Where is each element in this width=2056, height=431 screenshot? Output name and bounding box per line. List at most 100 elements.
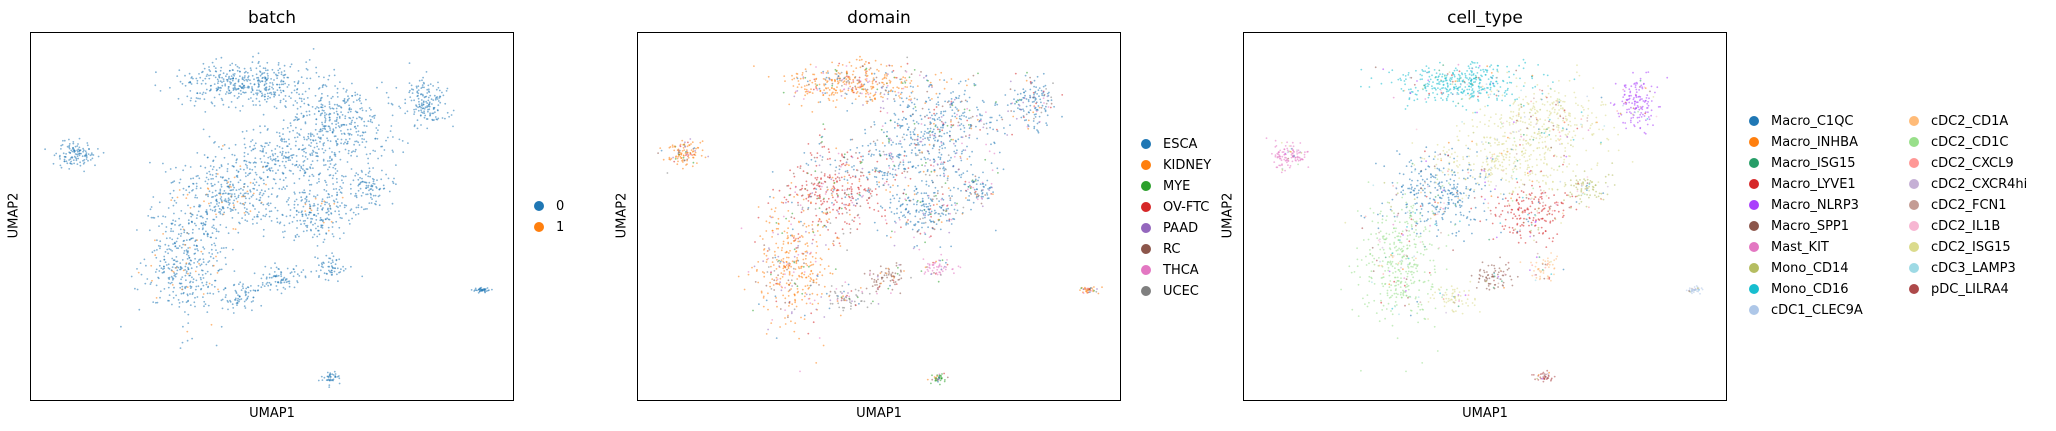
scatter-point (265, 208, 267, 210)
scatter-point (173, 180, 176, 183)
scatter-point (336, 201, 339, 204)
scatter-point (342, 87, 345, 90)
scatter-point (924, 115, 926, 118)
scatter-point (261, 80, 264, 83)
scatter-point (373, 117, 376, 119)
scatter-point (173, 241, 176, 244)
scatter-point (282, 127, 285, 130)
scatter-point (342, 265, 344, 268)
scatter-point (911, 90, 914, 93)
scatter-point (953, 112, 956, 115)
scatter-point (254, 290, 257, 292)
scatter-point (243, 151, 246, 154)
scatter-point (227, 232, 230, 235)
scatter-point (325, 232, 328, 235)
scatter-point (155, 297, 158, 299)
scatter-point (274, 148, 277, 150)
scatter-point (1030, 82, 1032, 85)
scatter-point (871, 100, 874, 102)
scatter-point (237, 297, 240, 300)
scatter-point (313, 233, 316, 236)
scatter-point (923, 124, 926, 126)
scatter-point (300, 165, 303, 168)
scatter-point (292, 129, 294, 132)
scatter-point (375, 127, 378, 129)
scatter-point (901, 146, 903, 148)
scatter-point (332, 255, 335, 258)
scatter-point (357, 134, 359, 136)
scatter-point (264, 76, 266, 78)
scatter-point (215, 216, 218, 218)
scatter-point (301, 149, 303, 151)
scatter-point (924, 130, 926, 133)
scatter-point (355, 194, 358, 197)
scatter-point (326, 208, 329, 211)
scatter-point (901, 82, 904, 84)
scatter-point (333, 270, 336, 273)
scatter-point (225, 91, 228, 93)
scatter-point (243, 300, 246, 303)
scatter-point (262, 165, 265, 168)
scatter-point (908, 105, 911, 108)
scatter-point (333, 68, 336, 71)
scatter-point (428, 91, 431, 93)
scatter-point (922, 138, 924, 141)
scatter-point (192, 237, 194, 240)
scatter-point (230, 196, 233, 198)
scatter-point (151, 251, 154, 254)
scatter-point (314, 151, 317, 154)
scatter-point (296, 136, 299, 138)
scatter-point (186, 339, 189, 342)
scatter-point (268, 215, 271, 218)
scatter-point (239, 168, 242, 171)
scatter-point (335, 126, 337, 129)
scatter-point (340, 142, 342, 145)
scatter-point (895, 143, 898, 145)
scatter-point (924, 137, 926, 140)
scatter-point (239, 192, 242, 195)
scatter-point (304, 155, 307, 158)
scatter-point (883, 172, 885, 174)
scatter-point (168, 276, 171, 279)
scatter-point (262, 149, 264, 152)
scatter-point (252, 93, 255, 96)
scatter-point (869, 67, 872, 69)
scatter-point (310, 183, 313, 186)
scatter-point (998, 114, 1001, 117)
scatter-point (287, 280, 289, 283)
scatter-point (159, 296, 161, 299)
scatter-point (794, 90, 797, 93)
scatter-point (276, 131, 278, 134)
scatter-point (204, 303, 207, 305)
scatter-point (865, 60, 867, 63)
scatter-point (247, 291, 250, 294)
scatter-point (234, 299, 237, 301)
scatter-point (932, 158, 935, 161)
scatter-point (1050, 96, 1053, 99)
scatter-point (976, 137, 978, 140)
scatter-point (418, 100, 420, 103)
scatter-point (220, 97, 223, 100)
scatter-point (417, 109, 420, 112)
scatter-point (944, 147, 946, 149)
scatter-point (321, 121, 323, 124)
scatter-point (330, 220, 333, 223)
scatter-point (1047, 106, 1050, 108)
scatter-point (219, 192, 221, 195)
scatter-point (183, 250, 186, 252)
scatter-point (886, 84, 889, 87)
scatter-point (875, 167, 878, 170)
scatter-point (478, 288, 480, 291)
scatter-point (274, 152, 277, 155)
scatter-point (966, 170, 969, 173)
scatter-point (68, 138, 70, 141)
scatter-point (167, 207, 170, 209)
scatter-point (92, 154, 95, 156)
scatter-point (932, 130, 934, 133)
scatter-point (244, 163, 247, 166)
scatter-point (232, 183, 234, 186)
scatter-point (293, 200, 296, 203)
scatter-point (206, 212, 209, 215)
scatter-point (906, 56, 909, 59)
scatter-point (215, 237, 218, 240)
